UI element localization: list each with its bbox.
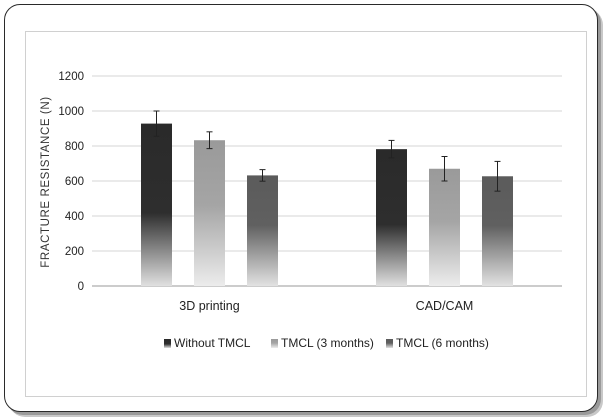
y-tick-label: 0 [78, 281, 84, 293]
legend: Without TMCL TMCL (3 months) TMCL (6 month… [164, 336, 489, 350]
error-bar [388, 139, 395, 159]
error-bar [441, 156, 448, 182]
bar [141, 123, 172, 286]
legend-swatch [164, 339, 171, 348]
legend-item: Without TMCL [164, 336, 251, 350]
figure-frame: FRACTURE RESISTANCE (N) 0 200 400 600 800 100… [4, 4, 598, 412]
y-tick-labels: 0 200 400 600 800 1000 1200 [58, 71, 84, 293]
legend-label: TMCL (6 months) [396, 336, 489, 350]
legend-item: TMCL (3 months) [271, 336, 374, 350]
legend-item: TMCL (6 months) [386, 336, 489, 350]
y-tick-label: 600 [65, 176, 84, 188]
legend-label: TMCL (3 months) [281, 336, 374, 350]
error-bar [494, 160, 501, 192]
category-label: 3D printing [179, 299, 239, 313]
y-tick-label: 1200 [58, 71, 84, 83]
y-tick-label: 1000 [58, 106, 84, 118]
error-bar [259, 169, 266, 182]
error-bar [206, 131, 213, 150]
bar [429, 168, 460, 286]
y-tick-label: 800 [65, 141, 84, 153]
y-tick-label: 400 [65, 211, 84, 223]
legend-label: Without TMCL [174, 336, 251, 350]
chart-area: FRACTURE RESISTANCE (N) 0 200 400 600 800 100… [25, 31, 587, 397]
bar [482, 176, 513, 286]
error-bars [153, 110, 501, 192]
bar [194, 140, 225, 286]
y-tick-label: 200 [65, 246, 84, 258]
error-bar [153, 110, 160, 137]
legend-swatch [386, 339, 393, 348]
category-label: CAD/CAM [416, 299, 474, 313]
legend-swatch [271, 339, 278, 348]
category-labels: 3D printing CAD/CAM [179, 299, 473, 313]
bar-chart: FRACTURE RESISTANCE (N) 0 200 400 600 800 100… [40, 71, 562, 350]
bar [376, 149, 407, 286]
bar [247, 175, 278, 286]
bars [141, 123, 513, 286]
y-axis-label: FRACTURE RESISTANCE (N) [40, 96, 52, 267]
